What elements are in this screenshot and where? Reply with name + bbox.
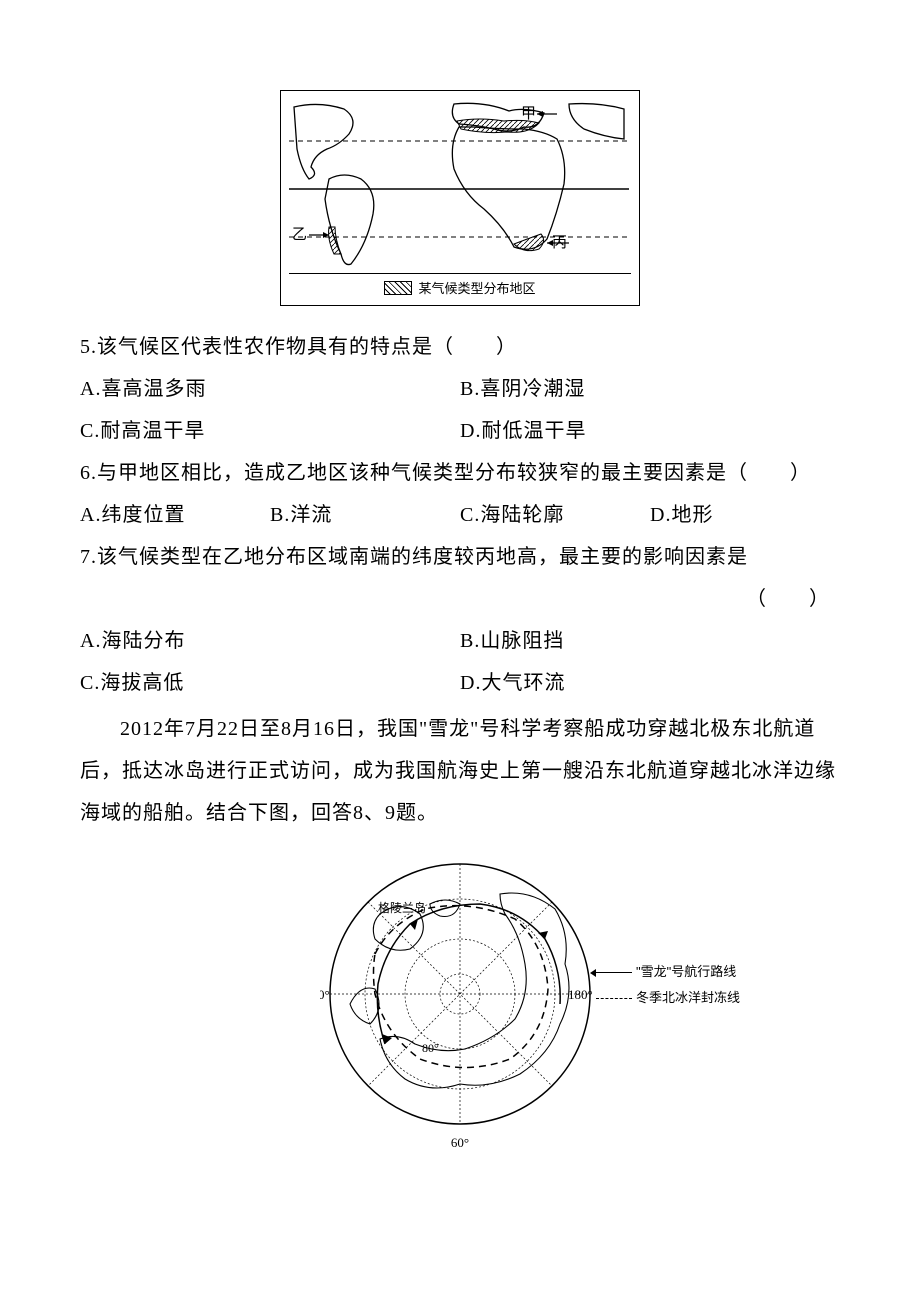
q6-stem: 6.与甲地区相比，造成乙地区该种气候类型分布较狭窄的最主要因素是（ ）: [80, 452, 840, 494]
polar-wrap: 格陵兰岛 0° 180° 80° 60° "雪龙"号航行路线 冬季北冰洋封冻线: [320, 854, 600, 1151]
q6-opt-d: D.地形: [650, 494, 840, 536]
figure-1-box: 甲 乙 丙 某气候类型分布地区: [280, 90, 640, 306]
route-legend-row: "雪龙"号航行路线: [596, 959, 740, 985]
polar-legend: "雪龙"号航行路线 冬季北冰洋封冻线: [596, 959, 740, 1011]
q7-opt-a: A.海陆分布: [80, 620, 460, 662]
figure-1-container: 甲 乙 丙 某气候类型分布地区: [80, 90, 840, 306]
q5-stem: 5.该气候区代表性农作物具有的特点是（ ）: [80, 326, 840, 368]
q7-paren: （ ）: [80, 578, 840, 620]
q7-options-row1: A.海陆分布 B.山脉阻挡: [80, 620, 840, 662]
q7-opt-d: D.大气环流: [460, 662, 840, 704]
arrow-line-icon: [596, 972, 632, 973]
dash-line-icon: [596, 998, 632, 999]
label-jia: 甲: [521, 106, 536, 122]
intro-text: 2012年7月22日至8月16日，我国"雪龙"号科学考察船成功穿越北极东北航道后…: [80, 708, 840, 834]
q5-opt-d: D.耐低温干旱: [460, 410, 840, 452]
lat80-label: 80°: [422, 1041, 439, 1055]
greenland-label: 格陵兰岛: [378, 900, 426, 915]
q7-opt-c: C.海拔高低: [80, 662, 460, 704]
q5-opt-b: B.喜阴冷潮湿: [460, 368, 840, 410]
q7-options-row2: C.海拔高低 D.大气环流: [80, 662, 840, 704]
label-yi: 乙: [292, 227, 307, 243]
q5-options-row1: A.喜高温多雨 B.喜阴冷潮湿: [80, 368, 840, 410]
lon60-label: 60°: [320, 1135, 600, 1151]
q5-opt-c: C.耐高温干旱: [80, 410, 460, 452]
q7-opt-b: B.山脉阻挡: [460, 620, 840, 662]
ice-legend-text: 冬季北冰洋封冻线: [636, 990, 740, 1005]
q6-options: A.纬度位置 B.洋流 C.海陆轮廓 D.地形: [80, 494, 840, 536]
world-map-svg: 甲 乙 丙: [289, 99, 629, 269]
q6-opt-a: A.纬度位置: [80, 494, 270, 536]
ice-legend-row: 冬季北冰洋封冻线: [596, 985, 740, 1011]
lon180-label: 180°: [568, 987, 593, 1002]
q5-options-row2: C.耐高温干旱 D.耐低温干旱: [80, 410, 840, 452]
q6-opt-c: C.海陆轮廓: [460, 494, 650, 536]
hatch-icon: [384, 281, 412, 295]
lon0-label: 0°: [320, 987, 330, 1002]
q6-opt-b: B.洋流: [270, 494, 460, 536]
figure-1-legend: 某气候类型分布地区: [289, 273, 631, 297]
q5-opt-a: A.喜高温多雨: [80, 368, 460, 410]
legend-text: 某气候类型分布地区: [418, 278, 535, 297]
q7-stem: 7.该气候类型在乙地分布区域南端的纬度较丙地高，最主要的影响因素是: [80, 536, 840, 578]
figure-2-container: 格陵兰岛 0° 180° 80° 60° "雪龙"号航行路线 冬季北冰洋封冻线: [80, 854, 840, 1152]
route-legend-text: "雪龙"号航行路线: [636, 964, 736, 979]
polar-map-svg: 格陵兰岛 0° 180° 80°: [320, 854, 600, 1134]
